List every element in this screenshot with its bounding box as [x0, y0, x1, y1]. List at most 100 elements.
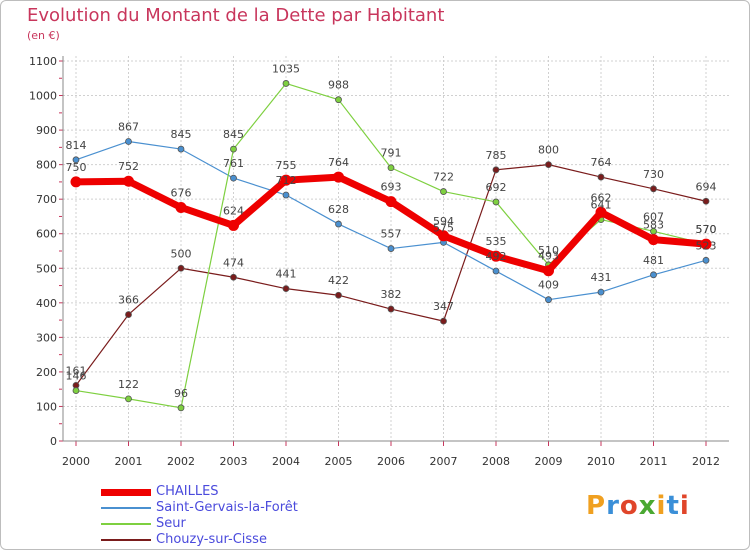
- y-tick-label: 0: [50, 435, 57, 448]
- data-point-saint-gervais-la-for-t: [650, 271, 657, 279]
- data-label-chailles: 693: [381, 181, 402, 194]
- x-tick-label: 2001: [115, 455, 143, 468]
- chart-unit: (en €): [27, 29, 60, 42]
- x-tick-label: 2006: [377, 455, 405, 468]
- data-point-chailles: [385, 196, 397, 208]
- logo-letter: P: [586, 491, 607, 521]
- data-point-saint-gervais-la-for-t: [702, 256, 710, 264]
- legend-swatch: [101, 523, 151, 525]
- data-label-saint-gervais-la-for-t: 557: [381, 228, 402, 241]
- data-label-seur: 1035: [272, 62, 300, 75]
- data-point-saint-gervais-la-for-t: [282, 191, 290, 199]
- y-tick-label: 400: [36, 297, 57, 310]
- data-label-seur: 96: [174, 387, 188, 400]
- data-label-seur: 692: [486, 181, 507, 194]
- x-tick-label: 2008: [482, 455, 510, 468]
- x-tick-label: 2009: [535, 455, 563, 468]
- data-label-saint-gervais-la-for-t: 492: [486, 250, 507, 263]
- data-point-seur: [125, 395, 132, 403]
- data-label-chouzy-sur-cisse: 422: [328, 274, 349, 287]
- data-point-saint-gervais-la-for-t: [597, 288, 605, 296]
- data-label-saint-gervais-la-for-t: 761: [223, 157, 244, 170]
- data-label-saint-gervais-la-for-t: 409: [538, 279, 559, 292]
- data-label-chailles: 583: [643, 219, 664, 232]
- data-label-seur: 641: [591, 199, 612, 212]
- legend-swatch: [101, 488, 151, 496]
- data-label-saint-gervais-la-for-t: 575: [433, 221, 454, 234]
- data-label-chailles: 570: [696, 223, 717, 236]
- data-label-chouzy-sur-cisse: 441: [276, 268, 297, 281]
- data-point-saint-gervais-la-for-t: [492, 267, 500, 275]
- data-label-seur: 510: [538, 244, 559, 257]
- data-point-chailles: [543, 265, 554, 277]
- legend-swatch: [101, 507, 151, 509]
- logo-letter: i: [656, 491, 667, 521]
- x-tick-label: 2002: [167, 455, 195, 468]
- data-label-chailles: 752: [118, 160, 139, 173]
- legend-item-saint-gervais-la-for-t: Saint-Gervais-la-Forêt: [101, 500, 361, 516]
- data-label-chailles: 764: [328, 156, 349, 169]
- legend-label: CHAILLES: [156, 484, 219, 499]
- data-label-chailles: 493: [538, 250, 559, 263]
- data-point-chailles: [228, 219, 239, 231]
- data-point-saint-gervais-la-for-t: [125, 138, 132, 145]
- data-label-saint-gervais-la-for-t: 481: [643, 254, 664, 267]
- data-point-saint-gervais-la-for-t: [387, 245, 395, 252]
- data-point-chouzy-sur-cisse: [597, 173, 605, 181]
- data-label-chouzy-sur-cisse: 785: [486, 149, 507, 162]
- label-layer: 161 366 500 474 441 422 382 347 785 800 764 730 694 8…: [66, 62, 717, 399]
- data-point-seur: [282, 80, 290, 87]
- data-point-seur: [492, 198, 500, 206]
- x-tick-label: 2011: [640, 455, 668, 468]
- data-label-saint-gervais-la-for-t: 712: [276, 174, 297, 187]
- data-point-seur: [72, 387, 80, 394]
- x-tick-label: 2005: [325, 455, 353, 468]
- legend-item-chouzy-sur-cisse: Chouzy-sur-Cisse: [101, 532, 361, 548]
- data-point-chailles: [175, 201, 187, 213]
- data-point-chouzy-sur-cisse: [335, 291, 342, 299]
- data-label-chouzy-sur-cisse: 474: [223, 256, 244, 269]
- data-label-chailles: 755: [276, 159, 297, 172]
- data-point-saint-gervais-la-for-t: [545, 296, 552, 304]
- data-label-saint-gervais-la-for-t: 523: [696, 239, 717, 252]
- data-point-chailles: [280, 174, 292, 186]
- data-point-chouzy-sur-cisse: [702, 197, 710, 205]
- data-label-seur: 845: [223, 128, 244, 141]
- data-label-chailles: 662: [591, 191, 612, 204]
- y-tick-label: 300: [36, 331, 57, 344]
- data-label-saint-gervais-la-for-t: 814: [66, 139, 87, 152]
- data-point-chailles: [648, 234, 659, 246]
- data-label-chailles: 535: [486, 235, 507, 248]
- data-point-chailles: [700, 238, 712, 250]
- data-point-chouzy-sur-cisse: [177, 264, 185, 272]
- y-tick-label: 800: [36, 159, 57, 172]
- y-tick-label: 200: [36, 366, 57, 379]
- legend-item-chailles: CHAILLES: [101, 484, 361, 500]
- x-tick-label: 2003: [220, 455, 248, 468]
- data-point-saint-gervais-la-for-t: [335, 220, 342, 228]
- data-label-chouzy-sur-cisse: 161: [66, 364, 87, 377]
- y-tick-label: 1000: [29, 90, 57, 103]
- logo-letter: o: [619, 491, 639, 521]
- data-point-seur: [440, 188, 447, 195]
- legend-item-seur: Seur: [101, 516, 361, 532]
- legend-label: Chouzy-sur-Cisse: [156, 532, 267, 547]
- data-label-chailles: 750: [66, 161, 87, 174]
- data-label-chouzy-sur-cisse: 366: [118, 294, 139, 307]
- legend-swatch: [101, 539, 151, 541]
- y-tick-label: 100: [36, 400, 57, 413]
- data-point-chailles: [70, 176, 82, 188]
- data-point-saint-gervais-la-for-t: [177, 145, 185, 153]
- data-label-chouzy-sur-cisse: 500: [171, 247, 192, 260]
- logo-letter: i: [679, 491, 690, 521]
- data-point-chouzy-sur-cisse: [440, 317, 447, 325]
- data-label-chouzy-sur-cisse: 694: [696, 180, 717, 193]
- data-label-seur: 146: [66, 370, 87, 383]
- data-point-seur: [230, 145, 237, 153]
- data-point-chailles: [595, 206, 607, 218]
- data-label-saint-gervais-la-for-t: 628: [328, 203, 349, 216]
- data-label-chouzy-sur-cisse: 764: [591, 156, 612, 169]
- x-tick-label: 2012: [692, 455, 720, 468]
- data-label-saint-gervais-la-for-t: 431: [591, 271, 612, 284]
